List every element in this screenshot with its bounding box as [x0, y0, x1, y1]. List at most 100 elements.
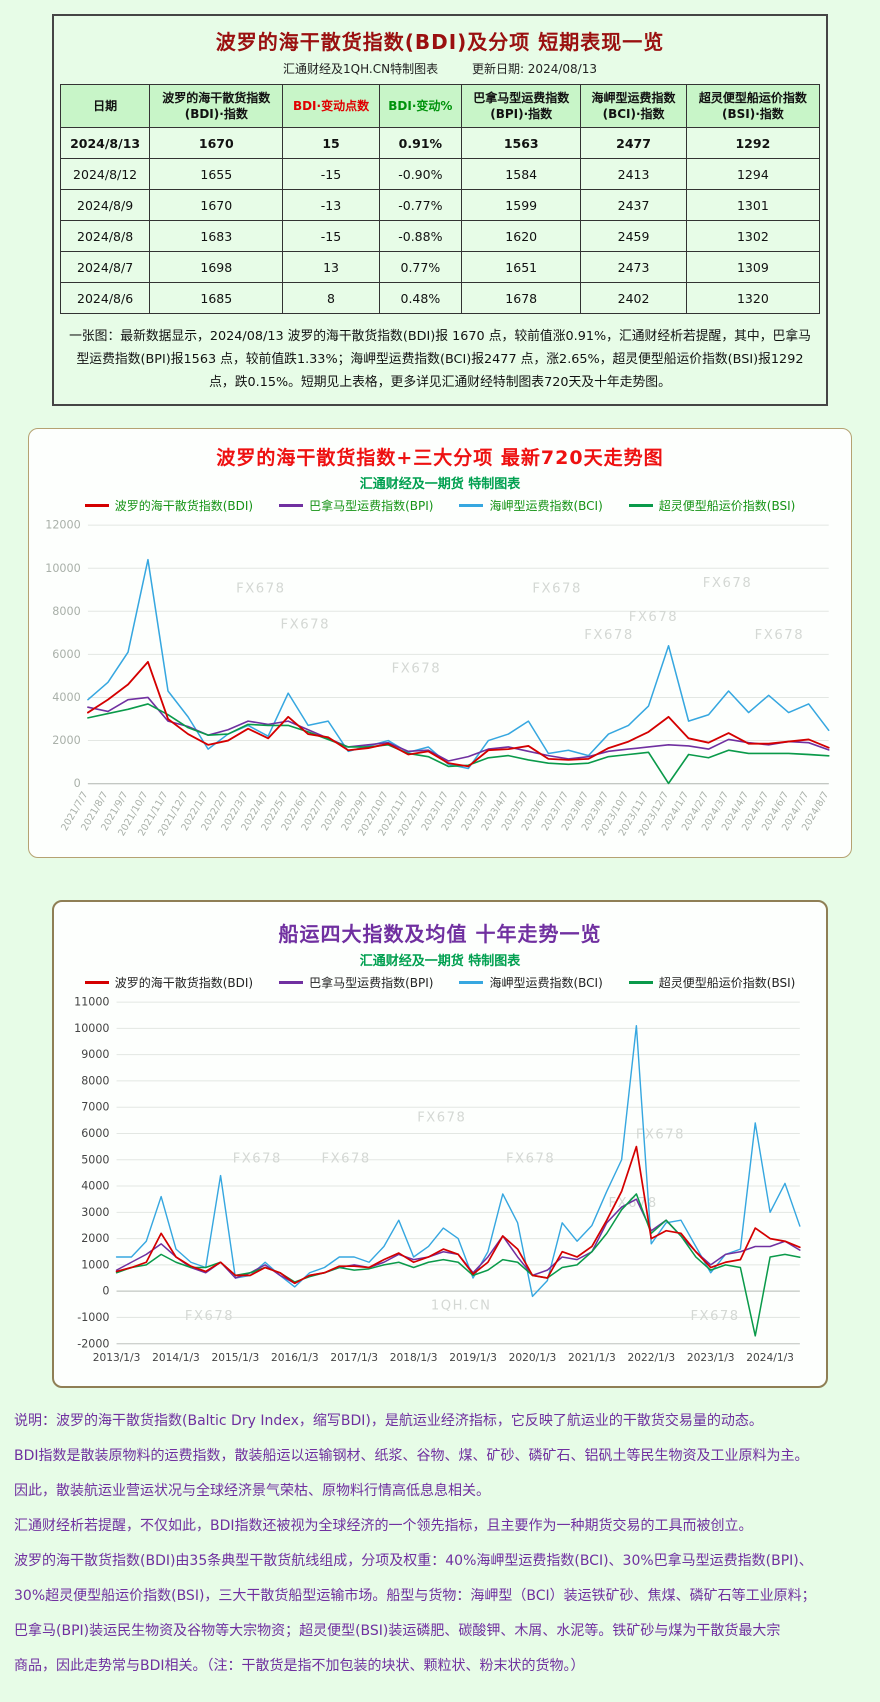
svg-text:4000: 4000: [52, 691, 80, 704]
description-line: 巴拿马(BPI)装运民生物资及谷物等大宗物资；超灵便型(BSI)装运磷肥、碳酸钾…: [14, 1623, 781, 1640]
svg-text:2019/1/3: 2019/1/3: [449, 1351, 497, 1364]
table-cell: 2024/8/6: [59, 282, 151, 315]
svg-text:0: 0: [102, 1285, 109, 1298]
svg-text:2014/1/3: 2014/1/3: [152, 1351, 200, 1364]
table-row: 2024/8/13 1670 15 0.91% 1563 2477 1292: [59, 127, 821, 160]
svg-text:2013/1/3: 2013/1/3: [93, 1351, 141, 1364]
svg-text:10000: 10000: [74, 1022, 109, 1035]
table-cell: 1670: [149, 189, 284, 222]
column-header: 超灵便型船运价指数 (BSI)·指数: [685, 83, 821, 129]
legend-item: 波罗的海干散货指数(BDI): [84, 974, 253, 991]
svg-text:FX678: FX678: [629, 610, 679, 625]
svg-text:-2000: -2000: [77, 1338, 109, 1351]
column-header: 日期: [59, 83, 151, 129]
bdi-table-body: 2024/8/13 1670 15 0.91% 1563 2477 1292 2024/8/1…: [59, 127, 821, 315]
table-cell: 2437: [580, 189, 687, 222]
table-cell: 1620: [461, 220, 582, 253]
table-cell: 2477: [580, 127, 687, 160]
legend-label: 波罗的海干散货指数(BDI): [114, 499, 254, 514]
table-cell: 2024/8/8: [59, 220, 151, 253]
svg-text:6000: 6000: [81, 1127, 109, 1140]
table-cell: 0.91%: [378, 127, 463, 160]
svg-text:5000: 5000: [81, 1154, 109, 1167]
svg-text:2022/1/3: 2022/1/3: [627, 1351, 675, 1364]
legend-item: 巴拿马型运费指数(BPI): [279, 497, 433, 514]
svg-text:9000: 9000: [81, 1048, 109, 1061]
table-row: 2024/8/7 1698 13 0.77% 1651 2473 1309: [59, 251, 821, 284]
chart-720d-panel: 波罗的海干散货指数+三大分项 最新720天走势图 汇通财经及一期货 特制图表 波…: [28, 428, 852, 859]
table-row: 2024/8/8 1683 -15 -0.88% 1620 2459 1302: [59, 220, 821, 253]
legend-item: 超灵便型船运价指数(BSI): [628, 497, 796, 514]
summary-note: 一张图：最新数据显示，2024/08/13 波罗的海干散货指数(BDI)报 16…: [69, 329, 811, 391]
table-cell: 1655: [149, 158, 284, 191]
table-cell: 15: [282, 127, 380, 160]
svg-text:FX678: FX678: [233, 1152, 282, 1167]
svg-text:FX678: FX678: [636, 1128, 685, 1143]
svg-text:2000: 2000: [81, 1232, 109, 1245]
svg-text:12000: 12000: [45, 519, 81, 532]
description-line: 汇通财经析若提醒，不仅如此，BDI指数还被视为全球经济的一个领先指标，且主要作为…: [14, 1518, 753, 1535]
svg-text:2017/1/3: 2017/1/3: [330, 1351, 378, 1364]
column-header: BDI·变动%: [378, 83, 463, 129]
legend-swatch: [459, 981, 484, 985]
column-header: 波罗的海干散货指数 (BDI)·指数: [149, 83, 284, 129]
table-cell: -0.90%: [378, 158, 463, 191]
table-cell: 1651: [461, 251, 582, 284]
legend-item: 海岬型运费指数(BCI): [459, 974, 603, 991]
svg-text:FX678: FX678: [755, 628, 805, 643]
svg-text:FX678: FX678: [392, 662, 442, 677]
svg-text:2015/1/3: 2015/1/3: [212, 1351, 260, 1364]
table-row: 2024/8/6 1685 8 0.48% 1678 2402 1320: [59, 282, 821, 315]
legend-item: 巴拿马型运费指数(BPI): [279, 974, 433, 991]
svg-text:FX678: FX678: [281, 618, 331, 633]
table-cell: 1320: [685, 282, 821, 315]
svg-text:2021/1/3: 2021/1/3: [568, 1351, 616, 1364]
svg-text:0: 0: [74, 778, 81, 791]
table-cell: 1301: [685, 189, 821, 222]
chart-10y-panel: 船运四大指数及均值 十年走势一览 汇通财经及一期货 特制图表 波罗的海干散货指数…: [52, 900, 828, 1389]
svg-text:2016/1/3: 2016/1/3: [271, 1351, 319, 1364]
svg-text:FX678: FX678: [690, 1309, 739, 1324]
svg-text:FX678: FX678: [417, 1111, 466, 1126]
description-line: 因此，散装航运业营运状况与全球经济景气荣枯、原物料行情高低息息相关。: [14, 1483, 490, 1500]
legend-swatch: [84, 504, 109, 508]
table-cell: 2473: [580, 251, 687, 284]
description-line: BDI指数是散装原物料的运费指数，散装船运以运输钢材、纸浆、谷物、煤、矿砂、磷矿…: [14, 1448, 809, 1465]
svg-text:4000: 4000: [81, 1180, 109, 1193]
table-cell: 2402: [580, 282, 687, 315]
svg-text:2018/1/3: 2018/1/3: [390, 1351, 438, 1364]
legend-label: 巴拿马型运费指数(BPI): [309, 976, 434, 991]
table-subtitle: 汇通财经及1QH.CN特制图表 更新日期: 2024/08/13: [60, 60, 820, 77]
table-cell: 8: [282, 282, 380, 315]
legend-label: 巴拿马型运费指数(BPI): [309, 499, 434, 514]
source-label: 汇通财经及1QH.CN特制图表: [283, 62, 439, 76]
chart-10y-title: 船运四大指数及均值 十年走势一览: [278, 922, 602, 947]
legend-swatch: [84, 981, 109, 985]
column-header: BDI·变动点数: [282, 83, 380, 129]
table-cell: 2024/8/13: [59, 127, 151, 160]
legend-item: 超灵便型船运价指数(BSI): [628, 974, 795, 991]
svg-text:10000: 10000: [45, 562, 81, 575]
svg-text:FX678: FX678: [506, 1152, 555, 1167]
table-cell: 2413: [580, 158, 687, 191]
svg-text:FX678: FX678: [703, 577, 753, 592]
table-cell: -15: [282, 158, 380, 191]
table-cell: 1563: [461, 127, 582, 160]
description-line: 商品，因此走势常与BDI相关。（注：干散货是指不加包装的块状、颗粒状、粉末状的货…: [14, 1658, 585, 1675]
svg-text:2023/1/3: 2023/1/3: [687, 1351, 735, 1364]
table-row: 2024/8/12 1655 -15 -0.90% 1584 2413 1294: [59, 158, 821, 191]
svg-text:FX678: FX678: [532, 582, 582, 597]
legend-label: 超灵便型船运价指数(BSI): [658, 499, 796, 514]
table-cell: -0.77%: [378, 189, 463, 222]
table-cell: -0.88%: [378, 220, 463, 253]
chart-720d-title: 波罗的海干散货指数+三大分项 最新720天走势图: [216, 447, 664, 470]
table-cell: -13: [282, 189, 380, 222]
svg-text:2020/1/3: 2020/1/3: [509, 1351, 557, 1364]
table-cell: 1678: [461, 282, 582, 315]
table-cell: 1685: [149, 282, 284, 315]
chart-720d-legend: 波罗的海干散货指数(BDI) 巴拿马型运费指数(BPI) 海岬型运费指数(BCI) 超…: [35, 497, 845, 514]
svg-text:7000: 7000: [81, 1101, 109, 1114]
table-cell: 1599: [461, 189, 582, 222]
bdi-summary-section: 波罗的海干散货指数(BDI)及分项 短期表现一览 汇通财经及1QH.CN特制图表…: [52, 14, 828, 407]
